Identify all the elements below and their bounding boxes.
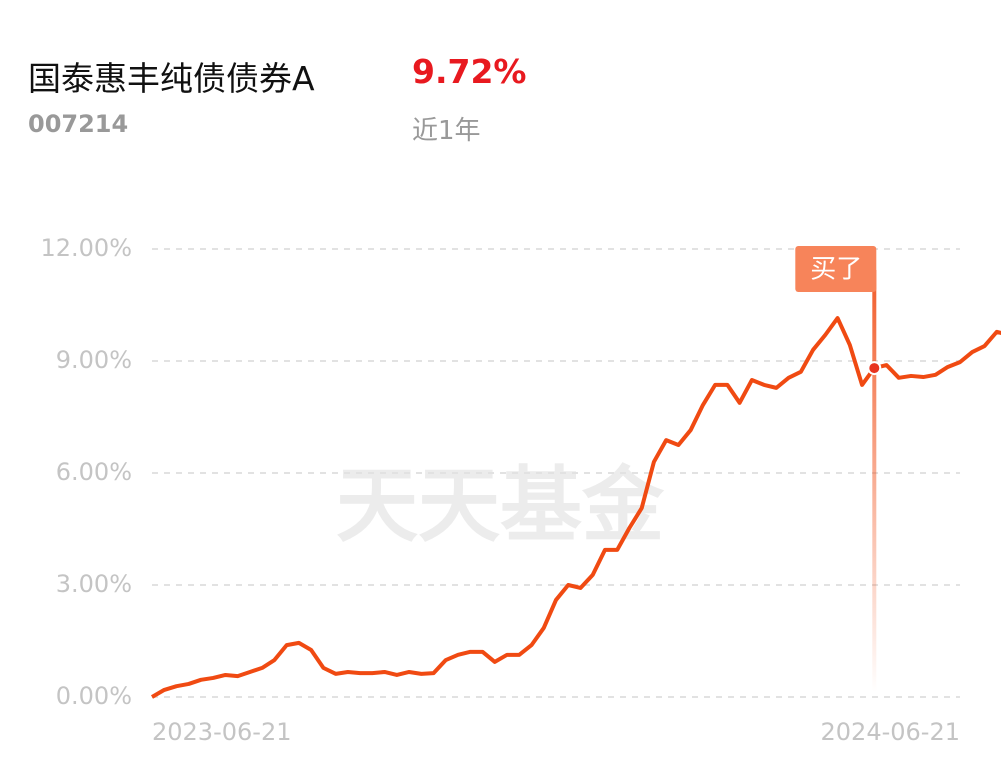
marker-line (872, 270, 877, 692)
marker-dot (867, 361, 882, 376)
watermark: 天天基金 (336, 457, 665, 553)
marker-label: 买了 (810, 255, 862, 285)
y-tick-label: 3.00% (56, 570, 132, 598)
series-line (150, 316, 1001, 699)
x-tick-label: 2023-06-21 (152, 718, 291, 746)
fund-return: 9.72% (412, 52, 527, 91)
y-tick-label: 6.00% (56, 458, 132, 486)
y-tick-label: 0.00% (56, 682, 132, 710)
fund-title: 国泰惠丰纯债债券A (28, 59, 315, 98)
marker-box (795, 246, 877, 292)
fund-code: 007214 (28, 110, 129, 138)
y-tick-label: 12.00% (40, 234, 132, 262)
x-tick-label: 2024-06-21 (821, 718, 960, 746)
y-tick-label: 9.00% (56, 346, 132, 374)
period[interactable]: 近1年 (412, 116, 481, 146)
